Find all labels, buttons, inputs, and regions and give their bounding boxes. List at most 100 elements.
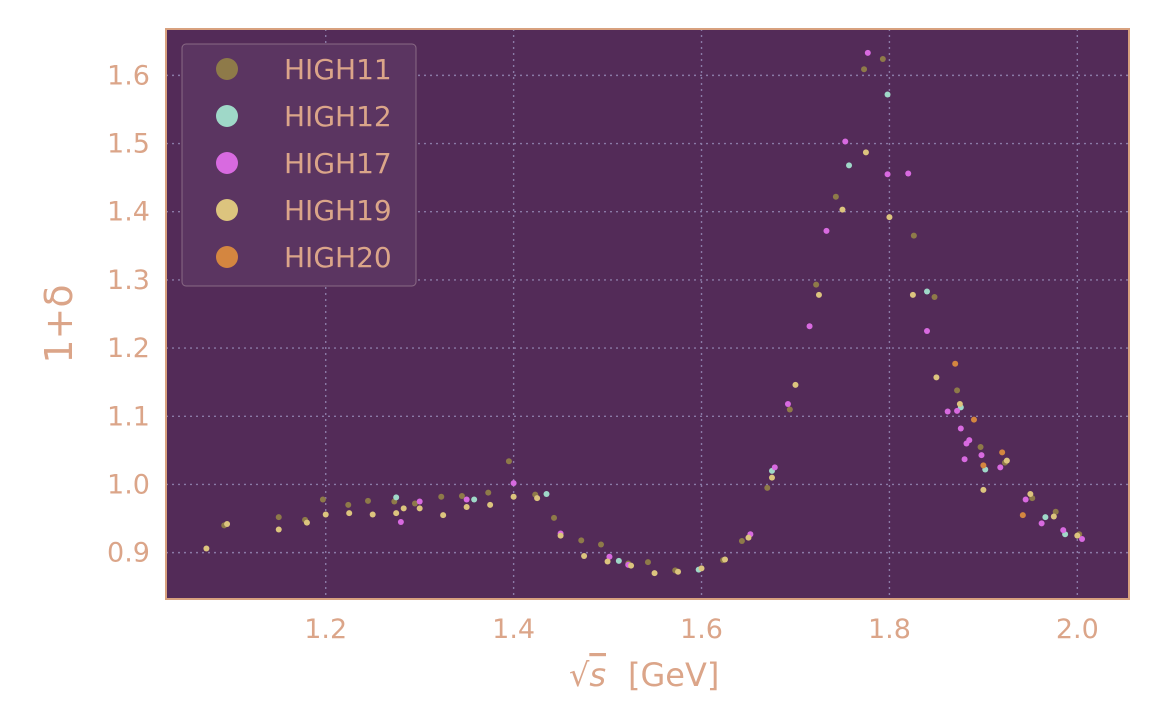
grid-lines <box>166 29 1129 599</box>
data-point-high19 <box>400 505 407 512</box>
data-point-high19 <box>1027 491 1034 497</box>
data-point-high11 <box>505 458 512 465</box>
data-point-high11 <box>485 489 492 496</box>
data-point-high17 <box>510 480 517 487</box>
data-point-high19 <box>487 501 494 508</box>
data-point-high19 <box>651 570 658 577</box>
data-point-high19 <box>1074 532 1081 539</box>
data-point-high11 <box>1052 508 1059 515</box>
data-point-high11 <box>764 484 771 491</box>
legend: HIGH11 HIGH12 HIGH17 HIGH19 HIGH20 <box>181 43 417 287</box>
data-point-high19 <box>956 401 963 407</box>
data-point-high11 <box>879 56 886 62</box>
data-point-high19 <box>322 511 329 518</box>
data-point-high19 <box>768 474 775 481</box>
legend-marker-high11 <box>216 58 238 80</box>
data-point-high19 <box>581 553 588 560</box>
data-point-high11 <box>931 293 938 300</box>
data-point-high17 <box>997 464 1004 471</box>
data-point-high11 <box>786 406 793 413</box>
data-point-high19 <box>604 558 611 565</box>
data-point-high19 <box>346 510 353 517</box>
data-point-high17 <box>966 437 973 444</box>
data-point-high19 <box>722 556 729 563</box>
data-point-high19 <box>933 374 940 381</box>
data-point-high19 <box>909 291 916 298</box>
data-point-high11 <box>597 541 604 548</box>
data-point-high11 <box>438 493 445 500</box>
legend-marker-high12 <box>216 105 238 127</box>
data-point-high19 <box>416 505 423 512</box>
data-point-high11 <box>832 193 839 200</box>
legend-label-high19: HIGH19 <box>284 194 392 227</box>
data-point-high17 <box>1038 520 1045 527</box>
data-point-high19 <box>393 510 400 517</box>
legend-label-high12: HIGH12 <box>284 100 392 133</box>
sqrt-s-symbol: √s <box>569 656 606 694</box>
data-point-high20 <box>970 416 977 423</box>
data-point-high11 <box>813 281 820 288</box>
y-tick-label: 1.4 <box>107 197 150 228</box>
data-point-high17 <box>416 498 423 505</box>
data-point-high17 <box>1079 536 1086 542</box>
data-point-high11 <box>345 501 352 508</box>
y-tick-label: 1.6 <box>107 60 150 91</box>
data-point-high12 <box>1042 514 1049 521</box>
data-point-high19 <box>369 511 376 518</box>
y-tick-label: 1.2 <box>107 333 150 364</box>
data-point-high17 <box>771 464 778 471</box>
data-point-high17 <box>944 408 951 415</box>
y-axis-ticks: 0.9 1.0 1.1 1.2 1.3 1.4 1.5 1.6 <box>107 60 150 568</box>
data-point-high19 <box>886 214 893 221</box>
data-point-high11 <box>551 514 558 521</box>
data-point-high19 <box>224 521 231 527</box>
data-point-high11 <box>319 496 326 503</box>
data-point-high19 <box>745 534 752 541</box>
data-point-high11 <box>861 66 868 73</box>
data-point-high12 <box>471 496 478 503</box>
data-point-high17 <box>905 170 912 177</box>
data-point-high17 <box>1060 527 1067 534</box>
data-point-high12 <box>884 91 891 98</box>
y-tick-label: 1.1 <box>107 401 150 432</box>
data-point-high17 <box>806 323 813 330</box>
data-point-high12 <box>615 557 622 564</box>
data-point-high11 <box>578 537 585 544</box>
legend-label-high17: HIGH17 <box>284 147 392 180</box>
data-point-high19 <box>1050 513 1057 520</box>
data-point-high20 <box>952 360 959 367</box>
data-point-high17 <box>842 138 849 145</box>
data-point-high17 <box>884 171 891 178</box>
data-point-high11 <box>411 500 418 507</box>
data-point-high20 <box>999 449 1006 456</box>
data-point-high19 <box>675 568 682 575</box>
data-point-high12 <box>543 491 550 497</box>
data-point-high17 <box>784 401 791 407</box>
x-axis-label: √s [GeV] <box>569 656 719 694</box>
data-point-high19 <box>203 545 210 552</box>
data-point-high19 <box>698 565 705 572</box>
x-axis-unit: [GeV] <box>628 656 719 694</box>
y-axis-label: 1+δ <box>37 284 81 363</box>
data-point-high19 <box>792 381 799 388</box>
data-point-high19 <box>303 519 310 526</box>
y-tick-label: 1.0 <box>107 469 150 500</box>
data-point-high19 <box>463 503 470 510</box>
data-point-high19 <box>862 149 869 156</box>
data-point-high19 <box>980 486 987 493</box>
legend-marker-high19 <box>216 199 238 221</box>
data-point-high19 <box>628 562 635 569</box>
data-point-high20 <box>980 462 987 469</box>
y-tick-label: 0.9 <box>107 538 150 569</box>
data-point-high17 <box>954 407 961 414</box>
data-point-high11 <box>644 559 651 566</box>
data-point-high19 <box>275 526 282 533</box>
data-point-high17 <box>606 553 613 560</box>
data-point-high12 <box>924 288 931 295</box>
data-point-high17 <box>1022 496 1029 503</box>
data-point-high17 <box>823 227 830 234</box>
legend-marker-high17 <box>216 152 238 174</box>
legend-label-high11: HIGH11 <box>284 53 392 86</box>
x-tick-label: 1.6 <box>680 614 723 645</box>
